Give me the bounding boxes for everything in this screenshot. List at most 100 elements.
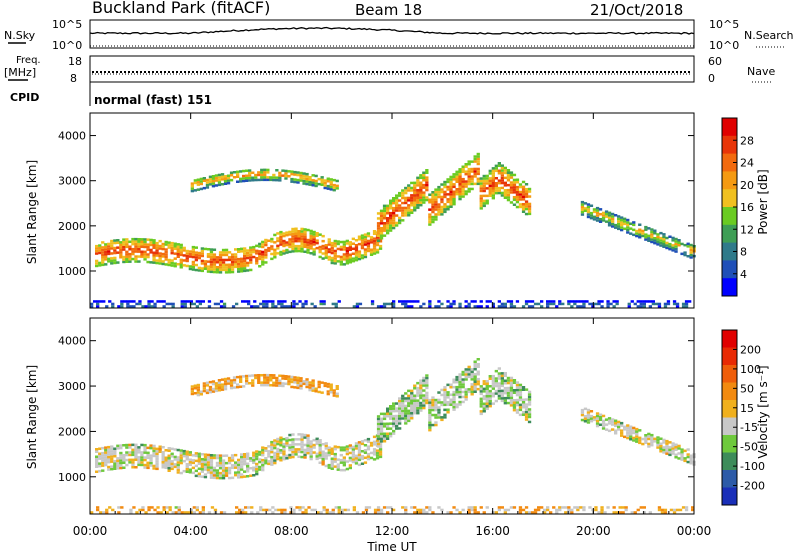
velocity-cell-ramp — [386, 407, 390, 410]
velocity-cell-evening-band — [686, 448, 690, 451]
velocity-cell-upper-band — [272, 381, 276, 385]
power-cell-main-band — [224, 253, 229, 257]
power-cell-main-band — [134, 257, 138, 261]
velocity-cell-evening-band — [629, 435, 633, 438]
power-cell-ramp — [458, 187, 462, 191]
power-cell-evening-band — [683, 251, 687, 254]
velocity-cell-evening-band — [595, 414, 600, 418]
power-cell-main-band — [294, 230, 298, 233]
velocity-cell-main-band — [324, 447, 328, 450]
velocity-cell-main-band — [95, 465, 99, 468]
velocity-cell-ground-scatter — [322, 506, 326, 509]
power-colorbar-swatch — [722, 224, 737, 244]
velocity-cell-ramp — [485, 390, 489, 393]
velocity-cell-main-band — [345, 450, 349, 453]
power-colorbar-swatch — [722, 118, 737, 137]
velocity-cell-main-band — [348, 464, 352, 467]
power-cell-main-band — [285, 231, 289, 234]
velocity-cell-ground-scatter — [177, 511, 181, 514]
power-cell-ramp — [509, 191, 514, 194]
power-cell-ground-scatter — [582, 300, 586, 303]
power-cell-ramp — [500, 169, 504, 172]
velocity-cell-ramp — [382, 432, 387, 435]
power-cell-ramp — [452, 185, 456, 189]
velocity-colorbar-swatch — [722, 417, 737, 436]
velocity-cell-upper-band — [266, 383, 270, 387]
velocity-cell-ramp — [515, 393, 520, 397]
velocity-cell-main-band — [351, 445, 355, 449]
velocity-cell-ramp — [488, 377, 492, 380]
power-cell-ramp — [455, 173, 459, 176]
power-cell-main-band — [122, 255, 126, 259]
velocity-cell-main-band — [143, 463, 147, 467]
power-cell-main-band — [221, 261, 226, 264]
velocity-cell-main-band — [306, 439, 310, 442]
velocity-cell-main-band — [143, 446, 147, 449]
power-cell-ramp — [428, 193, 432, 196]
freq-tick-bottom: 8 — [70, 72, 77, 85]
power-cell-ground-scatter — [597, 300, 601, 303]
power-cell-main-band — [309, 252, 313, 255]
velocity-cell-main-band — [312, 443, 316, 447]
power-cell-main-band — [95, 259, 99, 263]
power-cell-ground-scatter — [105, 305, 109, 308]
power-cell-upper-band — [226, 176, 231, 180]
power-cell-ground-scatter — [639, 300, 643, 303]
power-cell-upper-band — [284, 169, 288, 173]
velocity-cell-ramp — [419, 394, 423, 397]
power-cell-ramp — [379, 217, 384, 220]
power-cell-ramp — [521, 190, 526, 194]
power-cell-ground-scatter — [235, 302, 239, 306]
velocity-cell-ground-scatter — [90, 511, 94, 514]
velocity-cell-main-band — [330, 460, 334, 463]
velocity-cell-main-band — [134, 466, 138, 469]
velocity-cell-upper-band — [190, 390, 194, 393]
power-cell-main-band — [140, 253, 144, 256]
power-cell-ground-scatter — [168, 302, 172, 306]
power-cell-main-band — [333, 262, 337, 265]
power-cell-evening-band — [623, 222, 627, 226]
velocity-cell-ramp — [479, 385, 483, 388]
power-cell-upper-band — [248, 169, 252, 172]
velocity-cell-main-band — [288, 438, 292, 442]
velocity-cell-ramp — [395, 427, 399, 430]
velocity-cell-main-band — [203, 460, 208, 464]
power-cell-upper-band — [211, 182, 216, 185]
velocity-cell-ramp — [446, 391, 450, 394]
power-cell-ground-scatter — [515, 300, 520, 303]
velocity-cell-ramp — [416, 406, 420, 410]
velocity-cell-ramp — [458, 400, 462, 404]
velocity-cell-ground-scatter — [624, 508, 628, 512]
velocity-cell-ramp — [515, 401, 520, 404]
velocity-cell-main-band — [104, 453, 108, 457]
velocity-cell-ramp — [382, 415, 387, 418]
velocity-cell-upper-band — [299, 387, 303, 390]
power-cell-ground-scatter — [437, 305, 441, 308]
velocity-cell-ramp — [458, 375, 462, 379]
power-cell-main-band — [246, 269, 250, 272]
freq-tick-top: 18 — [68, 55, 82, 68]
power-cell-ramp — [488, 187, 492, 190]
power-cell-main-band — [249, 261, 253, 264]
velocity-cell-main-band — [158, 448, 162, 451]
power-cell-main-band — [221, 248, 226, 252]
power-cell-ramp — [482, 199, 486, 203]
power-cell-upper-band — [290, 177, 294, 181]
velocity-cell-main-band — [134, 451, 138, 454]
velocity-cell-main-band — [170, 455, 174, 458]
power-cell-ramp — [407, 214, 411, 217]
velocity-cell-ramp — [425, 401, 429, 405]
velocity-cell-ground-scatter — [337, 508, 341, 512]
site-title: Buckland Park (fitACF) — [92, 0, 270, 17]
velocity-cell-ground-scatter — [473, 508, 477, 512]
velocity-cell-ground-scatter — [156, 511, 160, 514]
power-cell-ramp — [524, 183, 529, 186]
velocity-cell-ramp — [419, 384, 423, 387]
power-cell-main-band — [354, 239, 359, 242]
velocity-cell-main-band — [209, 468, 214, 472]
power-cell-ramp — [404, 186, 408, 190]
power-cell-main-band — [140, 245, 144, 248]
velocity-cell-main-band — [333, 445, 337, 448]
power-cell-main-band — [170, 246, 174, 250]
velocity-cell-main-band — [200, 463, 204, 466]
